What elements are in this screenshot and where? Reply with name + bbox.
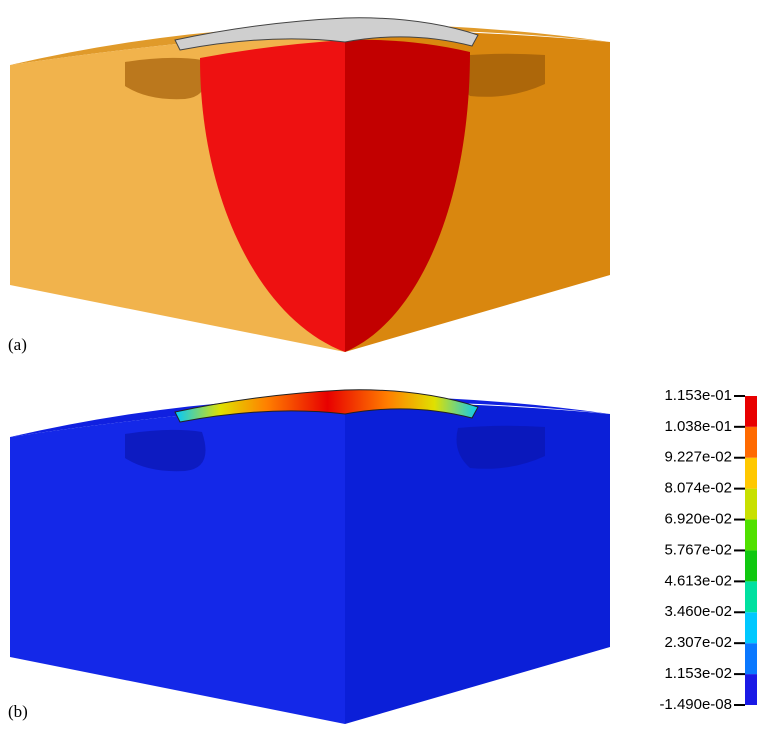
colorbar-tick-label: 8.074e-02 — [664, 480, 732, 497]
colorbar-band — [745, 643, 757, 674]
colorbar: -1.490e-08 1.153e-02 2.307e-02 3.460e-02 4.6… — [659, 387, 757, 713]
panel-a-render — [10, 18, 610, 352]
colorbar-tick-label: 2.307e-02 — [664, 634, 732, 651]
panel-label: (b) — [8, 702, 28, 721]
colorbar-tick-label: 5.767e-02 — [664, 541, 732, 558]
colorbar-band — [745, 458, 757, 489]
colorbar-band — [745, 427, 757, 458]
colorbar-tick-label: 9.227e-02 — [664, 449, 732, 466]
colorbar-band — [745, 550, 757, 581]
colorbar-tick-label: -1.490e-08 — [659, 696, 732, 713]
colorbar-tick-label: 6.920e-02 — [664, 511, 732, 528]
colorbar-band — [745, 520, 757, 551]
panel-b-render — [10, 390, 610, 724]
panel-label: (a) — [8, 335, 27, 354]
colorbar-tick-label: 1.153e-02 — [664, 665, 732, 682]
figure: (a) (b) -1.490e-08 1.153e-02 2.307e-02 3.46… — [0, 0, 758, 746]
colorbar-band — [745, 396, 757, 427]
colorbar-band — [745, 581, 757, 612]
colorbar-band — [745, 612, 757, 643]
colorbar-tick-label: 1.038e-01 — [664, 418, 732, 435]
colorbar-band — [745, 674, 757, 705]
colorbar-tick-label: 1.153e-01 — [664, 387, 732, 404]
colorbar-tick-label: 4.613e-02 — [664, 572, 732, 589]
colorbar-tick-label: 3.460e-02 — [664, 603, 732, 620]
colorbar-band — [745, 489, 757, 520]
